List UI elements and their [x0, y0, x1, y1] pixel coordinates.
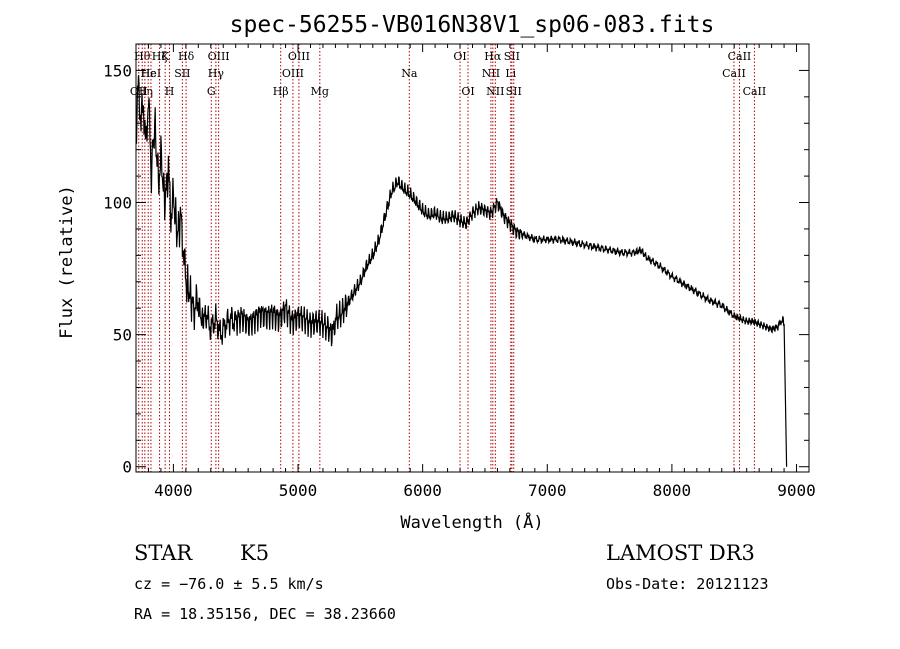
y-tick-label: 100: [103, 194, 132, 213]
line-label-7: H: [165, 85, 175, 98]
line-label-10: G: [207, 85, 216, 98]
series-flux: [135, 75, 788, 467]
line-label-17: Na: [401, 67, 418, 80]
line-label-13: Hβ: [273, 85, 289, 98]
line-label-4: HeI: [141, 67, 161, 80]
line-label-8: SII: [174, 67, 190, 80]
line-label-1: Hθ: [134, 50, 151, 63]
y-tick-label: 0: [122, 458, 132, 477]
line-label-27: CaII: [728, 50, 752, 63]
line-label-25: SII: [506, 85, 522, 98]
x-tick-label: 5000: [279, 481, 318, 500]
y-tick-label: 150: [103, 61, 132, 80]
x-tick-label: 8000: [653, 481, 692, 500]
emission-lines: OIIHθHηHεHeIHζKHSIIHδGHγOIIIHβOIIIOIIIMg…: [130, 44, 766, 472]
line-label-12: OIII: [208, 50, 230, 63]
y-axis-ticks: 0 50 100 150: [103, 43, 809, 477]
object-class: STAR: [134, 541, 193, 565]
obs-date: Obs-Date: 20121123: [606, 575, 769, 593]
line-label-15: OIII: [288, 50, 310, 63]
line-label-21: Hα: [484, 50, 502, 63]
line-label-26: CaII: [722, 67, 746, 80]
line-label-9: Hδ: [178, 50, 195, 63]
survey-name: LAMOST DR3: [606, 541, 755, 565]
x-axis-label: Wavelength (Å): [400, 511, 543, 533]
line-label-22: NII: [486, 85, 504, 98]
x-tick-label: 4000: [154, 481, 193, 500]
line-label-11: Hγ: [208, 67, 225, 80]
line-label-18: OI: [453, 50, 466, 63]
line-label-5: Hζ: [152, 50, 168, 63]
line-label-14: OIII: [282, 67, 304, 80]
chart-title: spec-56255-VB016N38V1_sp06-083.fits: [230, 12, 715, 38]
line-label-28: CaII: [743, 85, 767, 98]
y-axis-label: Flux (relative): [57, 185, 77, 339]
y-tick-label: 50: [113, 326, 132, 345]
coordinates-text: RA = 18.35156, DEC = 38.23660: [134, 605, 396, 623]
line-label-20: NII: [482, 67, 500, 80]
plot-frame: [135, 43, 810, 473]
x-tick-label: 7000: [528, 481, 567, 500]
line-label-16: Mg: [311, 85, 329, 98]
line-label-24: SII: [504, 50, 520, 63]
object-subclass: K5: [240, 541, 269, 565]
line-label-23: Li: [505, 67, 516, 80]
line-label-19: OI: [461, 85, 474, 98]
line-label-2: Hη: [137, 85, 153, 98]
x-tick-label: 9000: [777, 481, 816, 500]
x-tick-label: 6000: [403, 481, 442, 500]
x-axis-ticks: 4000 5000 6000 7000 8000 9000: [147, 44, 816, 500]
line-label-6: K: [161, 50, 170, 63]
redshift-text: cz = −76.0 ± 5.5 km/s: [134, 575, 324, 593]
